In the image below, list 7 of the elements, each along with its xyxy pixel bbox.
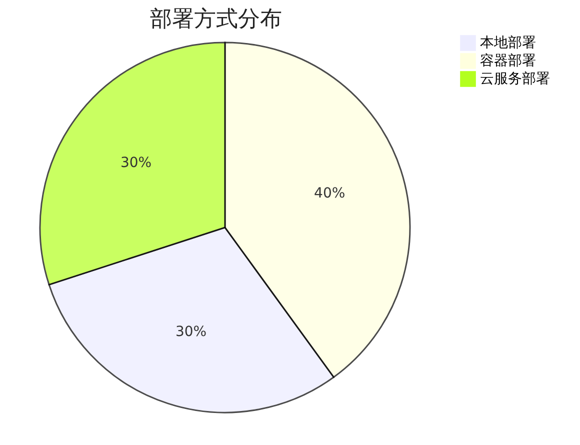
legend-label: 云服务部署 (480, 71, 550, 87)
legend-label: 容器部署 (480, 53, 536, 69)
data-label: 30% (120, 154, 152, 171)
data-label: 40% (314, 186, 346, 202)
chart-title: 部署方式分布 (150, 7, 282, 32)
legend-label: 本地部署 (480, 35, 536, 51)
data-label: 30% (175, 324, 207, 340)
